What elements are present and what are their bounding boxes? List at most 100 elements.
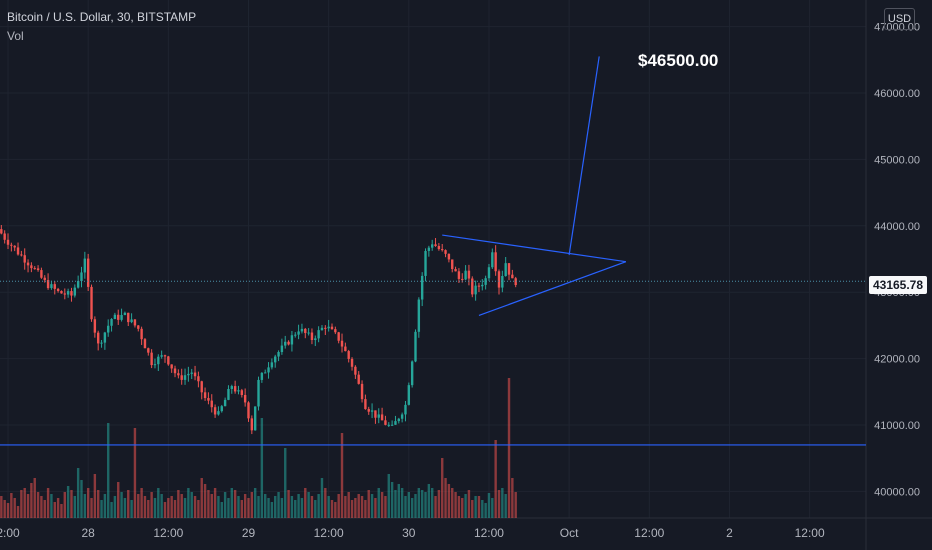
candle-body (511, 274, 514, 279)
candle-body (56, 288, 60, 291)
volume-bar (16, 506, 20, 518)
candle-body (504, 263, 507, 277)
candle-body (130, 319, 133, 323)
candle-body (140, 328, 143, 340)
candle-body (481, 284, 484, 287)
candle-body (457, 271, 461, 279)
candle-body (100, 342, 103, 344)
candle-body (384, 420, 387, 425)
candle-body (420, 275, 424, 300)
time-axis-label: 2:00 (0, 526, 20, 540)
target-price-label[interactable]: $46500.00 (638, 51, 719, 70)
candle-body (66, 291, 70, 295)
candle-body (113, 314, 117, 320)
volume-bar (304, 488, 307, 518)
candle-body (497, 271, 501, 288)
candle-body (90, 286, 93, 320)
volume-bar (157, 488, 160, 518)
candle-body (30, 265, 33, 269)
volume-bar (430, 488, 434, 518)
volume-bar (284, 448, 287, 518)
volume-bar (50, 494, 53, 518)
volume-bar (507, 378, 511, 518)
candle-body (73, 287, 77, 296)
volume-bar (277, 492, 280, 518)
price-axis-label: 45000.00 (874, 154, 920, 166)
candle-body (76, 281, 80, 288)
candle-body (354, 366, 357, 375)
volume-bar (400, 488, 404, 518)
volume-bar (427, 484, 431, 518)
candle-body (294, 334, 297, 336)
volume-bar (417, 488, 421, 518)
price-axis-label: 44000.00 (874, 221, 920, 233)
candle-body (220, 406, 223, 412)
candle-body (267, 367, 270, 373)
candle-body (400, 414, 404, 419)
volume-bar (334, 502, 337, 518)
candle-body (424, 250, 427, 276)
volume-bar (86, 488, 90, 518)
symbol-title[interactable]: Bitcoin / U.S. Dollar, 30, BITSTAMP (7, 10, 197, 24)
time-axis-label: 12:00 (153, 526, 183, 540)
candle-body (357, 374, 360, 384)
volume-bar (263, 494, 267, 518)
volume-bar (274, 496, 277, 518)
volume-bar (53, 502, 56, 518)
candle-body (387, 424, 390, 426)
candle-body (467, 270, 471, 279)
volume-bar (127, 490, 130, 518)
volume-bar (173, 500, 177, 518)
volume-bar (287, 490, 290, 518)
candle-body (257, 379, 260, 407)
volume-bar (397, 484, 400, 518)
volume-bar (260, 418, 264, 518)
candle-body (63, 293, 66, 295)
volume-bar (390, 482, 394, 518)
volume-bar (350, 500, 354, 518)
candle-body (394, 421, 397, 425)
volume-bar (3, 500, 6, 518)
volume-bar (494, 440, 497, 518)
time-axis-label: 28 (81, 526, 95, 540)
volume-bar (63, 492, 66, 518)
volume-bar (467, 490, 471, 518)
candle-body (60, 290, 63, 294)
volume-bar (250, 492, 254, 518)
candle-body (427, 247, 431, 251)
volume-bar (96, 490, 100, 518)
price-axis-label: 47000.00 (874, 22, 920, 34)
candle-body (36, 268, 40, 271)
volume-bar (197, 500, 200, 518)
volume-bar (280, 498, 284, 518)
volume-bar (93, 474, 97, 518)
candle-body (3, 233, 6, 240)
volume-bar (377, 488, 380, 518)
volume-bar (247, 498, 250, 518)
candle-body (40, 270, 43, 278)
volume-bar (347, 492, 350, 518)
candle-body (374, 410, 377, 418)
candle-body (16, 247, 20, 255)
candle-body (227, 388, 230, 400)
candle-body (86, 258, 90, 287)
candle-body (137, 325, 140, 329)
volume-bar (153, 498, 157, 518)
volume-bar (167, 498, 170, 518)
volume-bar (454, 492, 457, 518)
volume-bar (180, 494, 183, 518)
candle-body (50, 284, 53, 289)
volume-label[interactable]: Vol (7, 29, 24, 43)
volume-bar (294, 500, 297, 518)
volume-bar (183, 498, 187, 518)
candle-body (327, 326, 330, 329)
candle-body (26, 262, 30, 266)
candle-body (157, 356, 160, 365)
volume-bar (267, 498, 270, 518)
candle-body (23, 255, 26, 263)
volume-bar (340, 433, 344, 518)
currency-badge[interactable]: USD (884, 8, 915, 30)
time-axis-label: 12:00 (634, 526, 664, 540)
